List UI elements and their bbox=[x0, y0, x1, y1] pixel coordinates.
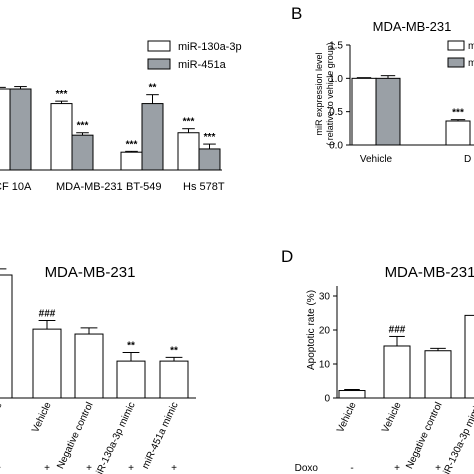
panel-c: MDA-MB-231 e Vehicle Negative controlmiR-1… bbox=[0, 264, 196, 474]
d-bar-2 bbox=[424, 350, 452, 399]
panel-d-xlabels: Vehicle Vehicle Negative controlmiR-130a-3… bbox=[335, 400, 474, 474]
a-bar-s1-1-significance: *** bbox=[77, 121, 89, 132]
panel-c-doxo-row: + + + + + bbox=[0, 463, 177, 474]
panel-d-yticks: 0 10 20 30 bbox=[319, 292, 337, 405]
c-xlabel-4: miR-451a mimic bbox=[140, 401, 180, 471]
panel-d-title: MDA-MB-231 bbox=[385, 264, 474, 281]
panel-b: B MDA-MB-231 miR expression level ( rela… bbox=[291, 4, 474, 165]
d-ytick-label-1: 10 bbox=[319, 360, 331, 371]
c-bar-0 bbox=[0, 274, 13, 399]
d-ytick-label-0: 0 bbox=[324, 394, 330, 405]
d-ytick-label-3: 30 bbox=[319, 292, 331, 303]
c-bar-1-significance: ### bbox=[39, 309, 56, 320]
panel-b-legend-label-1: mi bbox=[468, 41, 474, 52]
legend-swatch-grey bbox=[147, 58, 171, 70]
b-ytick-label-0: 0.0 bbox=[329, 141, 343, 152]
panel-b-xlabel-doxo: D bbox=[464, 154, 471, 165]
panel-a-legend: miR-130a-3p miR-451a bbox=[147, 40, 242, 71]
c-bar-4 bbox=[159, 360, 189, 399]
a-bar-s1-3-significance: *** bbox=[204, 132, 216, 143]
panel-b-title: MDA-MB-231 bbox=[373, 19, 452, 34]
panel-a-xlabel-mdamb231: MDA-MB-231 bbox=[56, 181, 123, 193]
c-doxo-mark-3: + bbox=[128, 463, 134, 474]
d-xlabel-2: Negative control bbox=[404, 401, 445, 471]
b-bar-s0-1-significance: *** bbox=[452, 108, 464, 119]
b-ytick-label-2: 1.0 bbox=[329, 74, 343, 85]
c-doxo-mark-0: + bbox=[0, 463, 1, 474]
d-ytick-label-2: 20 bbox=[319, 326, 331, 337]
panel-d-bars: ### bbox=[338, 314, 474, 399]
panel-a-xlabel-bt549: BT-549 bbox=[126, 181, 161, 193]
c-bar-2 bbox=[74, 333, 104, 399]
a-bar-s0-1 bbox=[50, 103, 73, 171]
d-xlabel-1: Vehicle bbox=[380, 400, 404, 434]
panel-b-ylabel-line1: miR expression level bbox=[314, 52, 324, 135]
a-bar-s1-3 bbox=[198, 148, 221, 171]
c-xlabel-1: Vehicle bbox=[30, 400, 54, 434]
b-ytick-label-3: 1.5 bbox=[329, 41, 343, 52]
panel-b-yticks: 0.0 0.5 1.0 1.5 bbox=[329, 41, 350, 152]
panel-d: D MDA-MB-231 Apoptotic rate (%) 0102030 … bbox=[281, 247, 474, 474]
panel-d-doxo-row: -+++Doxo bbox=[295, 463, 441, 474]
b-bar-s0-0 bbox=[351, 77, 377, 146]
c-xlabel-0: e bbox=[0, 400, 5, 410]
a-bar-s0-2-significance: *** bbox=[126, 139, 138, 150]
c-doxo-mark-1: + bbox=[44, 463, 50, 474]
panel-a-xlabel-hs578t: Hs 578T bbox=[183, 181, 225, 193]
a-bar-s0-0 bbox=[0, 88, 11, 171]
a-bar-s0-3 bbox=[177, 132, 200, 171]
a-bar-s0-1-significance: *** bbox=[56, 89, 68, 100]
b-bar-s0-1 bbox=[445, 120, 471, 146]
d-bar-1-significance: ### bbox=[389, 324, 406, 335]
panel-b-legend-swatch-grey bbox=[447, 57, 465, 68]
c-doxo-mark-4: + bbox=[171, 463, 177, 474]
panel-b-legend-swatch-open bbox=[447, 40, 465, 51]
panel-c-bars: ### ** ** bbox=[0, 268, 189, 399]
panel-b-legend-label-2: mi bbox=[468, 58, 474, 69]
panel-c-title: MDA-MB-231 bbox=[45, 264, 136, 281]
c-doxo-mark-2: + bbox=[86, 463, 92, 474]
panel-b-xlabel-vehicle: Vehicle bbox=[360, 154, 393, 165]
d-bar-0 bbox=[338, 390, 366, 399]
d-doxo-label: Doxo bbox=[295, 463, 319, 474]
panel-a: miR-130a-3p miR-451a CF 10A MDA-MB-231 B… bbox=[0, 40, 242, 193]
d-doxo-mark-2: + bbox=[435, 463, 441, 474]
a-bar-s1-1 bbox=[71, 134, 94, 171]
b-ytick-label-1: 0.5 bbox=[329, 107, 343, 118]
legend-swatch-open bbox=[147, 40, 171, 52]
d-bar-1 bbox=[383, 345, 411, 399]
c-bar-3-significance: ** bbox=[127, 340, 135, 351]
panel-b-ylabel-line2: ( relative to vehicle group) bbox=[325, 42, 335, 146]
panel-b-bars: *** bbox=[351, 75, 471, 146]
panel-b-legend: mi mi bbox=[447, 40, 474, 69]
panel-d-ylabel: Apoptotic rate (%) bbox=[306, 290, 317, 370]
panel-b-letter: B bbox=[291, 4, 302, 23]
legend-label-mir130: miR-130a-3p bbox=[178, 41, 242, 53]
a-bar-s0-3-significance: *** bbox=[183, 117, 195, 128]
a-bar-s0-2 bbox=[120, 151, 143, 171]
b-bar-s1-0 bbox=[375, 77, 401, 146]
a-bar-s1-0 bbox=[9, 88, 32, 171]
c-bar-3 bbox=[116, 360, 146, 399]
d-xlabel-3: miR-130a-3p mimic bbox=[438, 401, 474, 474]
d-bar-3 bbox=[464, 314, 474, 399]
a-bar-s1-2-significance: ** bbox=[149, 83, 157, 94]
c-bar-1 bbox=[32, 328, 62, 399]
a-bar-s1-2 bbox=[141, 103, 164, 171]
panel-a-xlabel-cf10a: CF 10A bbox=[0, 181, 32, 193]
panel-a-bars: ***************** bbox=[0, 83, 221, 171]
c-xlabel-2: Negative control bbox=[55, 401, 96, 471]
c-bar-4-significance: ** bbox=[170, 345, 178, 356]
d-doxo-mark-1: + bbox=[394, 463, 400, 474]
legend-label-mir451: miR-451a bbox=[178, 59, 227, 71]
d-xlabel-0: Vehicle bbox=[335, 400, 359, 434]
d-doxo-mark-0: - bbox=[350, 463, 353, 474]
panel-d-letter: D bbox=[281, 247, 293, 266]
